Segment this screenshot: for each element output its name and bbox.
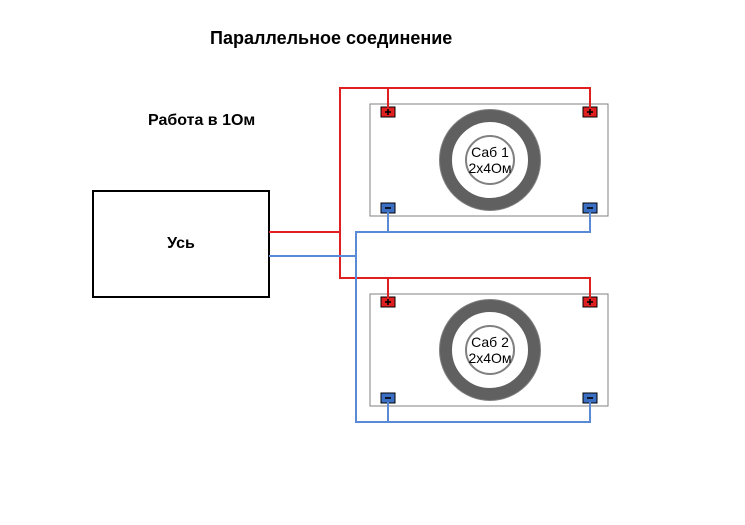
wiring-diagram (0, 0, 745, 525)
speaker-2-label: Саб 2 2x4Ом (460, 334, 520, 366)
speaker-1-impedance: 2x4Ом (460, 160, 520, 176)
speaker-1-name: Саб 1 (460, 144, 520, 160)
speaker-2-impedance: 2x4Ом (460, 350, 520, 366)
speaker-2-name: Саб 2 (460, 334, 520, 350)
speaker-1-label: Саб 1 2x4Ом (460, 144, 520, 176)
